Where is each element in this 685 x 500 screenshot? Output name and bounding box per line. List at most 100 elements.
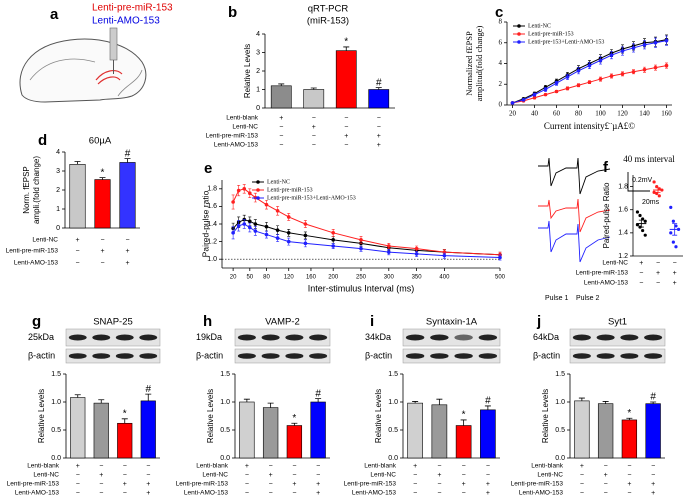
axis-label: Relative Levels <box>37 389 46 443</box>
y-tick-label: 4 <box>256 31 260 38</box>
condition-mark: − <box>639 280 643 287</box>
bar <box>117 422 133 459</box>
blot-size: 64kDa <box>533 332 559 342</box>
condition-mark: − <box>269 481 273 488</box>
condition-mark: − <box>486 472 490 479</box>
data-point <box>387 244 391 248</box>
y-tick-label: 2 <box>256 68 260 75</box>
brain-detail <box>29 58 143 97</box>
pulse-label: Pulse 2 <box>576 295 599 302</box>
data-point <box>565 86 570 91</box>
data-point <box>587 80 592 84</box>
chart-title: Syt1 <box>608 317 627 328</box>
condition-mark: + <box>604 472 608 479</box>
data-point <box>643 233 647 237</box>
blot-band <box>405 353 425 359</box>
blot-band <box>572 334 591 341</box>
blot-band <box>644 334 663 341</box>
bar <box>94 179 111 229</box>
chart-title: Inter-stimulus Interval (ms) <box>308 283 415 293</box>
blot-band <box>68 334 87 341</box>
bar <box>368 89 390 109</box>
y-tick-label: 1.5 <box>220 371 230 378</box>
panel-letter: e <box>204 160 212 177</box>
panel-letter: g <box>32 313 41 330</box>
condition-mark: + <box>673 270 677 277</box>
data-point <box>565 75 570 79</box>
y-tick-label: 0.0 <box>51 455 61 462</box>
condition-mark: − <box>604 481 608 488</box>
bar <box>119 162 136 229</box>
condition-mark: + <box>437 472 441 479</box>
condition-mark: − <box>123 490 127 497</box>
condition-mark: − <box>292 472 296 479</box>
bar <box>70 397 86 459</box>
condition-mark: − <box>604 463 608 470</box>
bar <box>262 407 279 459</box>
bar <box>140 400 156 459</box>
condition-label: Lenti-pre-miR-153 <box>206 133 259 140</box>
condition-mark: − <box>437 463 441 470</box>
data-point <box>576 68 581 73</box>
condition-mark: + <box>75 237 79 244</box>
scale-time: 20ms <box>642 199 660 206</box>
blot-band <box>237 353 256 359</box>
y-tick-label: 1.0 <box>388 399 398 406</box>
condition-mark: + <box>344 133 348 140</box>
data-point <box>532 92 537 97</box>
y-tick-label: 1 <box>256 86 260 93</box>
chart-title: qRT-PCR <box>308 4 349 15</box>
condition-mark: − <box>279 142 283 149</box>
blot-loading: β-actin <box>365 350 392 360</box>
y-tick-label: 1.0 <box>555 399 565 406</box>
blot-size: 19kDa <box>196 332 222 342</box>
data-point <box>303 241 308 246</box>
condition-mark: − <box>279 133 283 140</box>
y-tick-label: 0 <box>56 225 60 232</box>
condition-mark: − <box>146 472 150 479</box>
error-bar <box>602 401 609 404</box>
condition-mark: − <box>312 133 316 140</box>
condition-mark: − <box>76 481 80 488</box>
condition-mark: + <box>316 490 320 497</box>
condition-mark: − <box>76 490 80 497</box>
condition-mark: − <box>486 463 490 470</box>
data-point <box>498 255 502 260</box>
y-tick-label: 1.0 <box>207 256 217 263</box>
blot <box>234 348 331 364</box>
error-bar <box>655 187 661 193</box>
data-point <box>671 240 675 244</box>
blot-size: 25kDa <box>28 332 54 342</box>
bar <box>645 403 661 459</box>
annotation: * <box>462 410 466 421</box>
data-point <box>609 74 614 78</box>
condition-mark: + <box>245 463 249 470</box>
data-point <box>275 209 280 213</box>
condition-mark: − <box>627 490 631 497</box>
annotation: * <box>627 408 631 419</box>
data-point <box>248 191 252 195</box>
x-tick-label: 160 <box>661 110 672 118</box>
condition-mark: − <box>76 472 80 479</box>
data-point <box>554 89 559 94</box>
y-tick-label: 0.5 <box>51 427 61 434</box>
condition-label: Lenti-NC <box>202 472 228 479</box>
data-point <box>543 87 548 92</box>
condition-mark: + <box>486 481 490 488</box>
axis-label: Relative Levels <box>243 44 252 98</box>
bar <box>270 85 292 109</box>
legend-label: Lenti-NC <box>528 23 551 29</box>
condition-mark: − <box>125 237 129 244</box>
y-tick-label: 1.4 <box>618 230 628 237</box>
condition-mark: + <box>413 463 417 470</box>
bar <box>431 404 448 459</box>
y-tick-label: 1.5 <box>51 371 61 378</box>
trace-nc <box>538 157 611 195</box>
x-tick-label: 60 <box>553 110 561 118</box>
bar <box>621 419 638 459</box>
condition-mark: − <box>312 115 316 122</box>
condition-mark: − <box>651 463 655 470</box>
blot-band <box>430 353 449 359</box>
data-point <box>642 67 647 72</box>
condition-mark: − <box>100 260 104 267</box>
